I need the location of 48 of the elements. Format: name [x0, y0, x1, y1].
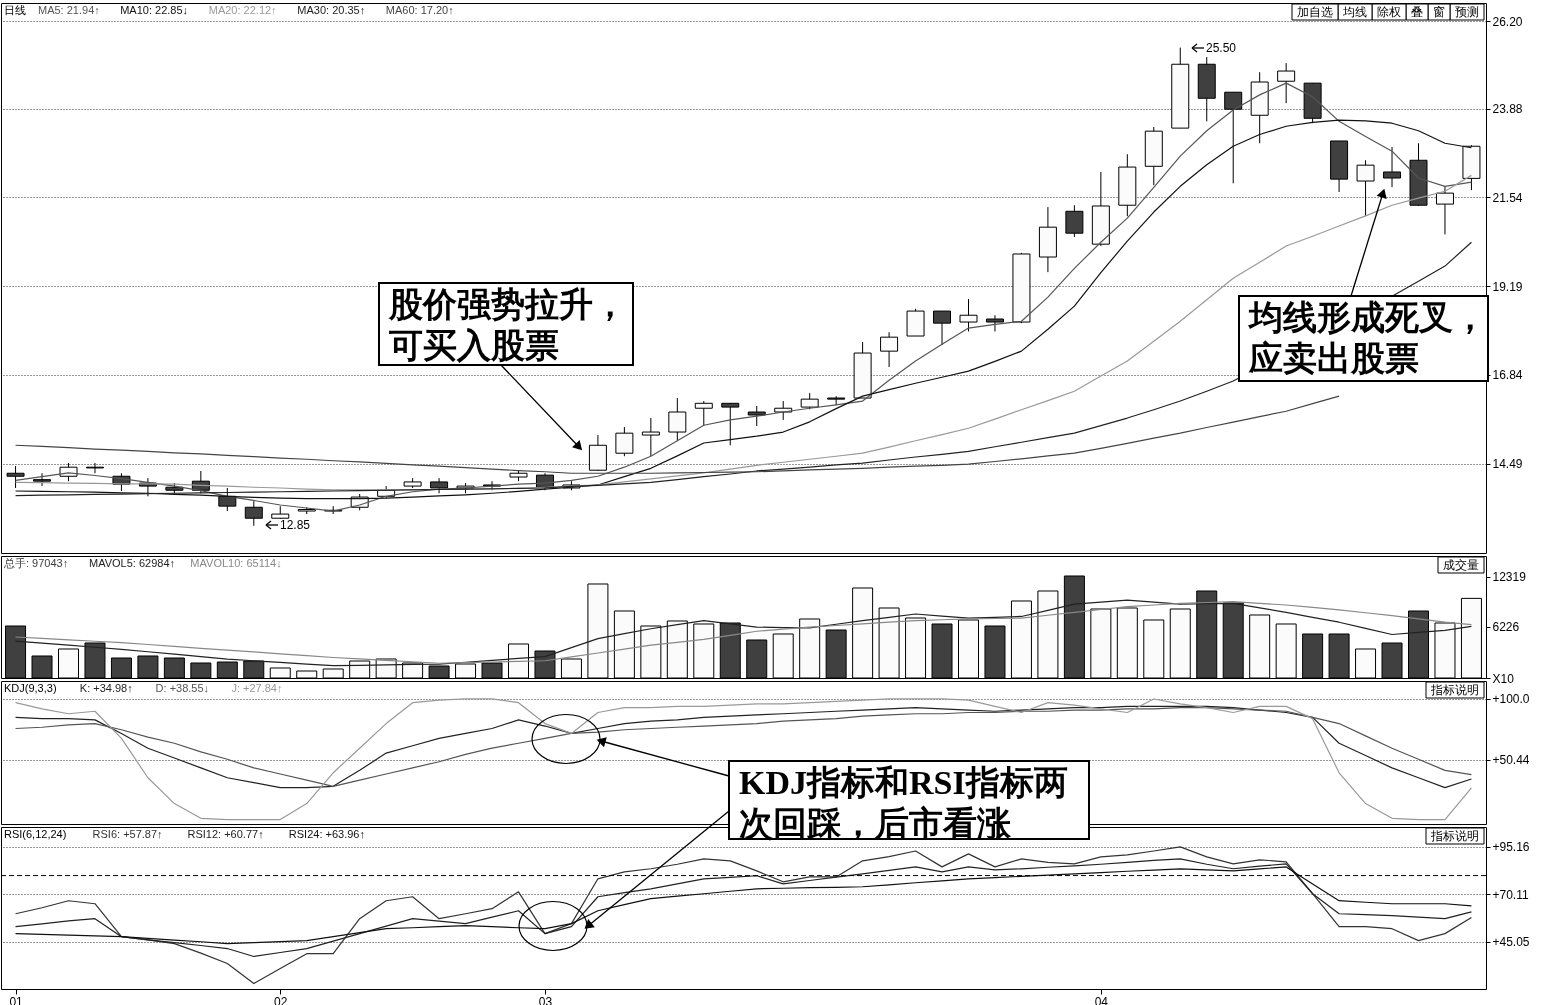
x-tick-label: 02 [274, 994, 288, 1005]
text: J: +27.84↑ [231, 682, 283, 694]
text: MAVOL5: 62984↑ [89, 557, 176, 569]
annotation: 25.50 [1206, 41, 1237, 55]
y-tick-label: +70.11 [1492, 887, 1529, 902]
annotation: 指标说明 [1430, 683, 1479, 697]
y-tick-label: 23.88 [1492, 102, 1523, 117]
y-tick-label: +50.44 [1492, 753, 1530, 768]
y-tick-label: 6226 [1492, 620, 1520, 635]
text: K: +34.98↑ [79, 682, 133, 694]
y-tick-label: 21.54 [1492, 190, 1523, 205]
chart-title: KDJ(9,3,3) [4, 682, 57, 694]
text: MA10: 22.85↓ [120, 4, 189, 16]
text: D: +38.55↓ [155, 682, 210, 694]
annotation: 除权 [1377, 5, 1401, 19]
chart-title: RSI(6,12,24) [4, 828, 67, 840]
text: MAVOL10: 65114↓ [190, 557, 282, 569]
text: 总手: 97043↑ [3, 557, 69, 569]
annotation: 12.85 [280, 518, 311, 532]
annotation: 加自选 [1297, 5, 1333, 19]
annotation: 预测 [1455, 5, 1479, 19]
y-tick-label: +100.0 [1492, 692, 1530, 707]
y-tick-label: +45.05 [1492, 935, 1530, 950]
annotation: 股价强势拉升，可买入股票 [388, 286, 627, 364]
y-tick-label: 14.49 [1492, 457, 1523, 472]
x-tick-label: 03 [538, 994, 553, 1005]
annotation: 均线 [1342, 5, 1367, 19]
annotation: 成交量 [1443, 558, 1479, 572]
y-tick-label: 19.19 [1492, 279, 1523, 294]
text: MA5: 21.94↑ [38, 4, 100, 16]
annotation: 指标说明 [1430, 829, 1479, 843]
chart-title: 日线 [4, 4, 26, 16]
text: RSI24: +63.96↑ [288, 828, 365, 840]
annotation: 叠 [1411, 5, 1423, 19]
text: MA60: 17.20↑ [385, 4, 454, 16]
y-tick-label: +95.16 [1492, 840, 1530, 855]
annotation: 窗 [1433, 5, 1445, 19]
text: RSI12: +60.77↑ [187, 828, 264, 840]
y-tick-label: 12319 [1492, 570, 1527, 585]
x-tick-label: 01 [9, 994, 24, 1005]
y-tick-label: X10 [1492, 671, 1515, 686]
text: MA30: 20.35↑ [297, 4, 366, 16]
y-tick-label: 26.20 [1492, 14, 1523, 29]
x-tick-label: 04 [1094, 994, 1109, 1005]
y-tick-label: 16.84 [1492, 368, 1523, 383]
text: RSI6: +57.87↑ [92, 828, 163, 840]
annotation: 均线形成死叉，应卖出股票 [1247, 299, 1487, 377]
text: MA20: 22.12↑ [208, 4, 277, 16]
